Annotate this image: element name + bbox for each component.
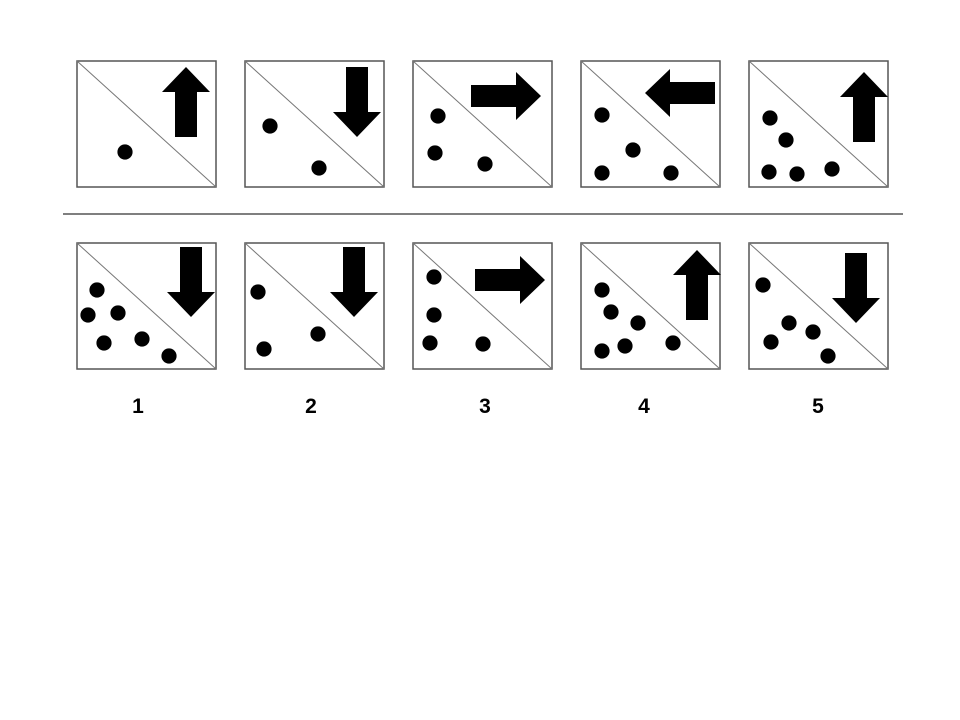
dot xyxy=(117,144,132,159)
dot xyxy=(630,315,645,330)
dot xyxy=(430,108,445,123)
dot xyxy=(761,164,776,179)
dot xyxy=(310,326,325,341)
option-label-2: 2 xyxy=(305,395,317,418)
dot xyxy=(763,334,778,349)
dot xyxy=(427,145,442,160)
dot xyxy=(110,305,125,320)
option-label-3: 3 xyxy=(479,395,491,418)
options-row xyxy=(77,243,888,369)
dot xyxy=(134,331,149,346)
dot xyxy=(824,161,839,176)
dot xyxy=(96,335,111,350)
sequence-cell-5 xyxy=(749,61,888,187)
dot xyxy=(820,348,835,363)
dot xyxy=(262,118,277,133)
sequence-cell-2 xyxy=(245,61,384,187)
dot xyxy=(426,269,441,284)
dot xyxy=(778,132,793,147)
dot xyxy=(603,304,618,319)
dot xyxy=(250,284,265,299)
dot xyxy=(594,282,609,297)
dot xyxy=(805,324,820,339)
dot xyxy=(781,315,796,330)
sequence-cell-4 xyxy=(581,61,720,187)
option-cell-4 xyxy=(581,243,721,369)
dot xyxy=(311,160,326,175)
option-cell-1 xyxy=(77,243,216,369)
dot xyxy=(663,165,678,180)
option-cell-2 xyxy=(245,243,384,369)
dot xyxy=(594,107,609,122)
dot xyxy=(625,142,640,157)
dot xyxy=(256,341,271,356)
dot xyxy=(594,165,609,180)
dot xyxy=(617,338,632,353)
option-label-4: 4 xyxy=(638,395,650,418)
dot xyxy=(161,348,176,363)
dot xyxy=(594,343,609,358)
dot xyxy=(426,307,441,322)
dot xyxy=(80,307,95,322)
option-label-1: 1 xyxy=(132,395,144,418)
option-cell-5 xyxy=(749,243,888,369)
option-label-5: 5 xyxy=(812,395,824,418)
dot xyxy=(762,110,777,125)
dot xyxy=(477,156,492,171)
dot xyxy=(755,277,770,292)
sequence-cell-1 xyxy=(77,61,216,187)
sequence-cell-3 xyxy=(413,61,552,187)
dot xyxy=(475,336,490,351)
dot xyxy=(422,335,437,350)
dot xyxy=(789,166,804,181)
dot xyxy=(89,282,104,297)
dot xyxy=(665,335,680,350)
option-cell-3 xyxy=(413,243,552,369)
sequence-row xyxy=(77,61,888,187)
